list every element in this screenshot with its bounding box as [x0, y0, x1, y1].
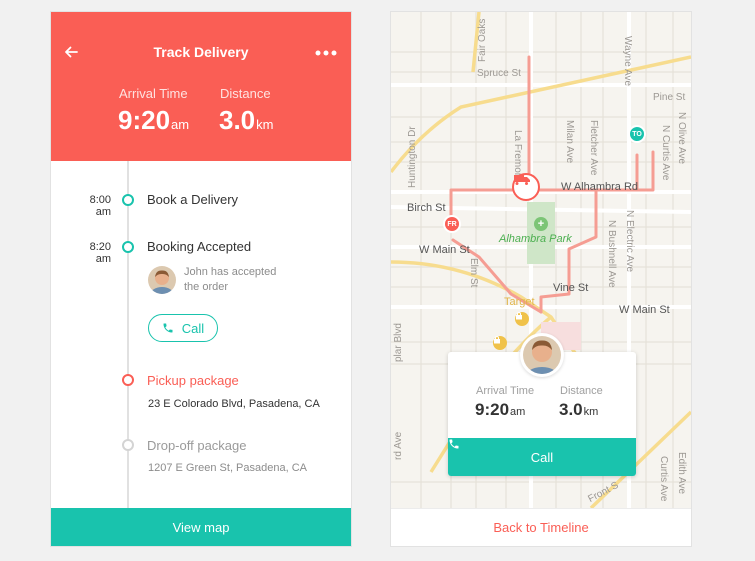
arrival-time-label: Arrival Time [119, 86, 188, 101]
card-distance-unit: km [583, 406, 599, 418]
step-3-title: Pickup package [147, 373, 239, 388]
arrival-time-value: 9:20am [118, 105, 189, 136]
distance-unit: km [256, 117, 274, 132]
more-dots-icon[interactable] [315, 50, 337, 56]
step-2-clock: 8:20 [89, 241, 111, 253]
street-label-edith: Edith Ave [676, 452, 687, 495]
target-label: Target [504, 296, 535, 308]
street-label-bushnell: N Bushnell Ave [606, 220, 617, 288]
arrow-left-icon[interactable] [63, 44, 79, 60]
park-icon[interactable]: + [534, 217, 548, 231]
step-4-dot [122, 439, 134, 451]
map-screen: Fair Oaks Spruce St Wayne Ave Pine St Hu… [391, 12, 691, 546]
street-label-birch: Birch St [407, 202, 446, 214]
step-1-dot [122, 194, 134, 206]
step-4-address: 1207 E Green St, Pasadena, CA [148, 462, 307, 474]
pin-end[interactable]: TO [628, 125, 646, 143]
step-4-title: Drop-off package [147, 438, 247, 453]
street-label-plar: plar Blvd [393, 323, 404, 362]
back-to-timeline-button[interactable]: Back to Timeline [391, 508, 691, 546]
step-1-time: 8:00 am [81, 194, 111, 218]
card-arrival-label: Arrival Time [476, 385, 535, 397]
arrival-time-number: 9:20 [118, 105, 171, 135]
street-label-w-main-right: W Main St [619, 304, 670, 316]
street-label-rd-ave: rd Ave [393, 431, 404, 460]
park-label: Alhambra Park [499, 233, 572, 245]
step-2-note: John has accepted the order [184, 266, 277, 293]
pin-start[interactable]: FR [443, 215, 461, 233]
courier-avatar-large [520, 333, 564, 377]
street-label-w-alhambra: W Alhambra Rd [561, 181, 639, 193]
step-1-clock: 8:00 [89, 194, 111, 206]
card-distance-label: Distance [560, 385, 603, 397]
street-label-w-main-left: W Main St [419, 244, 470, 256]
street-label-milan: Milan Ave [564, 120, 575, 164]
page-title: Track Delivery [153, 44, 249, 60]
step-1-ampm: am [95, 206, 111, 218]
street-label-pine: Pine St [653, 92, 686, 103]
step-2-ampm: am [95, 253, 111, 265]
courier-avatar [148, 266, 176, 294]
step-2-title: Booking Accepted [147, 239, 252, 254]
call-button[interactable]: Call [148, 314, 218, 342]
card-call-label: Call [530, 449, 554, 465]
step-2-dot [122, 241, 134, 253]
arrival-time-unit: am [171, 117, 190, 132]
map-view[interactable]: Fair Oaks Spruce St Wayne Ave Pine St Hu… [391, 12, 691, 508]
card-distance-number: 3.0 [559, 400, 583, 419]
step-3-dot [122, 374, 134, 386]
distance-number: 3.0 [219, 105, 256, 135]
card-call-button[interactable]: Call [448, 438, 636, 476]
shopping-bag-icon[interactable] [515, 312, 529, 326]
card-distance-value: 3.0km [559, 400, 598, 420]
tracking-header: Track Delivery Arrival Time 9:20am Dista… [51, 12, 351, 161]
card-arrival-value: 9:20am [475, 400, 525, 420]
step-3-address: 23 E Colorado Blvd, Pasadena, CA [148, 398, 320, 410]
card-arrival-unit: am [510, 406, 526, 418]
shopping-bag-icon[interactable] [493, 336, 507, 350]
view-map-button[interactable]: View map [51, 508, 351, 546]
street-label-curtis-lower: Curtis Ave [658, 456, 669, 502]
street-label-olive: N Olive Ave [676, 112, 687, 165]
truck-icon[interactable] [512, 173, 540, 201]
street-label-elm: Elm St [468, 258, 479, 288]
step-1-title: Book a Delivery [147, 192, 239, 207]
street-label-huntington: Huntington Dr [407, 126, 418, 188]
track-delivery-screen: Track Delivery Arrival Time 9:20am Dista… [51, 12, 351, 546]
street-label-electric: N Electric Ave [624, 210, 635, 273]
phone-icon [449, 439, 459, 449]
street-label-wayne: Wayne Ave [622, 36, 633, 87]
distance-label: Distance [220, 86, 271, 101]
distance-value: 3.0km [219, 105, 274, 136]
street-label-fair-oaks: Fair Oaks [477, 18, 488, 62]
step-2-time: 8:20 am [81, 241, 111, 265]
timeline-line [127, 161, 129, 509]
street-label-spruce: Spruce St [477, 68, 521, 79]
street-label-fletcher: Fletcher Ave [588, 120, 599, 176]
call-button-label: Call [181, 320, 205, 336]
street-label-curtis: N Curtis Ave [660, 125, 671, 181]
card-arrival-number: 9:20 [475, 400, 510, 419]
street-label-vine: Vine St [553, 282, 589, 294]
phone-icon [163, 323, 173, 333]
